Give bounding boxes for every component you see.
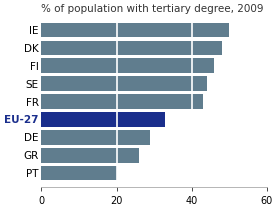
Bar xyxy=(42,58,214,73)
Bar xyxy=(42,23,229,37)
Text: % of population with tertiary degree, 2009: % of population with tertiary degree, 20… xyxy=(42,4,264,14)
Bar xyxy=(42,94,203,109)
Bar xyxy=(42,112,165,127)
Bar xyxy=(42,148,139,163)
Bar xyxy=(42,76,207,91)
Bar xyxy=(42,166,117,180)
Bar xyxy=(42,41,222,55)
Bar xyxy=(42,130,150,145)
